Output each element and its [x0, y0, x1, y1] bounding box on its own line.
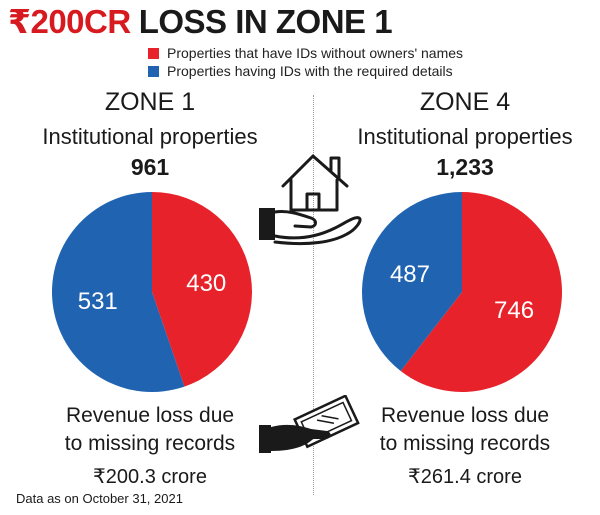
zone-subtitle: Institutional properties — [42, 124, 258, 149]
legend-item-no-owner: Properties that have IDs without owners'… — [148, 44, 463, 62]
zone-1-pie-chart: 430 531 — [51, 192, 252, 392]
house-in-hand-icon — [259, 154, 362, 246]
legend-label: Properties having IDs with the required … — [167, 63, 453, 79]
legend: Properties that have IDs without owners'… — [148, 44, 463, 80]
hand-with-money-icon — [259, 395, 360, 453]
headline: ₹200CR LOSS IN ZONE 1 — [8, 2, 393, 41]
footnote: Data as on October 31, 2021 — [16, 491, 183, 506]
pie-slice-no-owner — [152, 192, 252, 387]
zone-4-pie-chart: 746 487 — [362, 192, 562, 392]
pie-slice-label: 531 — [78, 288, 118, 315]
revenue-caption-line1: Revenue loss due — [65, 404, 235, 427]
headline-amount: ₹200CR — [8, 3, 131, 40]
revenue-amount: ₹200.3 crore — [93, 466, 207, 488]
pie-slice-complete — [362, 192, 462, 372]
zone-subtitle: Institutional properties — [357, 124, 573, 149]
pie-slice-no-owner — [400, 192, 562, 392]
zone-name: ZONE 4 — [419, 88, 511, 116]
revenue-caption-line1: Revenue loss due — [380, 404, 550, 427]
zone-4-panel: ZONE 4 Institutional properties 1,233 74… — [320, 88, 600, 508]
zone-1-panel: ZONE 1 Institutional properties 961 430 5… — [5, 88, 305, 508]
pie-slice-complete — [51, 192, 185, 392]
revenue-caption-line2: to missing records — [64, 432, 236, 455]
legend-item-complete: Properties having IDs with the required … — [148, 62, 463, 80]
legend-swatch-blue — [148, 65, 159, 77]
legend-label: Properties that have IDs without owners'… — [167, 45, 464, 61]
zone-total: 961 — [130, 154, 170, 180]
pie-slice-label: 487 — [390, 261, 430, 288]
legend-swatch-red — [148, 47, 159, 59]
headline-text: LOSS IN ZONE 1 — [138, 3, 393, 40]
zone-name: ZONE 1 — [104, 88, 196, 116]
zone-total: 1,233 — [436, 154, 494, 180]
pie-slice-label: 746 — [494, 297, 534, 324]
divider — [313, 95, 314, 495]
revenue-amount: ₹261.4 crore — [408, 466, 522, 488]
revenue-caption-line2: to missing records — [379, 432, 551, 455]
pie-slice-label: 430 — [186, 270, 226, 297]
